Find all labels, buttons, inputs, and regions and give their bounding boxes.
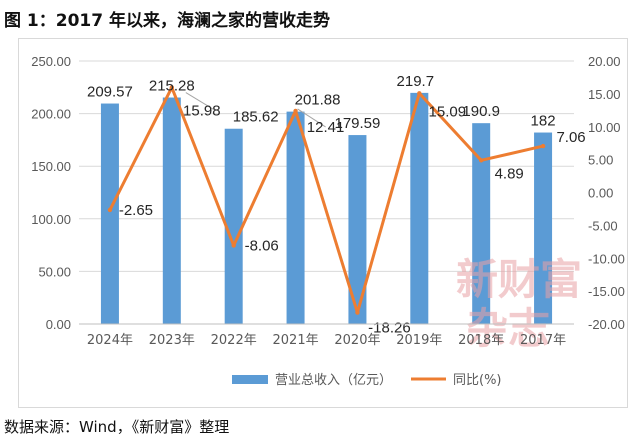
bars-layer bbox=[100, 92, 553, 325]
left-axis-tick-label: 250.00 bbox=[31, 54, 71, 69]
leader-line bbox=[185, 92, 215, 110]
bar bbox=[286, 111, 305, 324]
yoy-data-label: -8.06 bbox=[245, 237, 279, 254]
legend-line-label: 同比(%) bbox=[453, 373, 502, 388]
yoy-point bbox=[107, 207, 113, 213]
right-axis-tick-label: -5.00 bbox=[588, 218, 618, 233]
bar bbox=[534, 132, 553, 324]
left-axis-tick-label: 150.00 bbox=[31, 159, 71, 174]
bar bbox=[472, 123, 491, 324]
category-label: 2021年 bbox=[273, 333, 319, 348]
bar bbox=[100, 103, 119, 325]
right-axis-tick-label: 5.00 bbox=[588, 153, 613, 168]
legend-bar-label: 营业总收入（亿元） bbox=[275, 373, 392, 388]
yoy-point bbox=[231, 243, 236, 248]
yoy-data-label: -2.65 bbox=[119, 202, 153, 219]
yoy-data-label: 15.09 bbox=[429, 103, 467, 120]
left-axis-tick-label: 200.00 bbox=[31, 107, 71, 122]
legend-bar-swatch bbox=[232, 375, 268, 384]
yoy-point bbox=[293, 108, 298, 114]
watermark: 新财富 杂志 bbox=[456, 255, 582, 353]
category-label: 2023年 bbox=[149, 333, 195, 348]
leader-line bbox=[297, 108, 326, 128]
revenue-chart: 新财富 杂志 209.57 215.28 185.62 201.88 179.59 219… bbox=[31, 54, 625, 388]
watermark-line-1: 新财富 bbox=[456, 255, 582, 304]
category-label: 2022年 bbox=[211, 333, 257, 348]
legend: 营业总收入（亿元） 同比(%) bbox=[232, 373, 502, 388]
right-axis-tick-label: 10.00 bbox=[588, 120, 621, 135]
right-axis-tick-label: -15.00 bbox=[588, 284, 625, 299]
bar bbox=[410, 92, 429, 324]
watermark-line-2: 杂志 bbox=[466, 304, 550, 353]
bar-data-label: 190.9 bbox=[462, 103, 500, 120]
bar-data-label: 209.57 bbox=[87, 84, 133, 101]
right-axis-tick-label: 20.00 bbox=[588, 54, 621, 69]
yoy-point bbox=[478, 158, 484, 163]
right-axis-tick-label: 15.00 bbox=[588, 87, 621, 102]
left-axis-tick-label: 100.00 bbox=[31, 212, 71, 227]
right-axis-tick-label: -10.00 bbox=[588, 251, 625, 266]
line-layer bbox=[107, 85, 546, 315]
category-label: 2024年 bbox=[87, 333, 133, 348]
bar bbox=[348, 135, 367, 324]
category-label: 2020年 bbox=[334, 333, 380, 348]
yoy-data-label: 7.06 bbox=[556, 129, 585, 146]
bar-data-label: 182 bbox=[531, 113, 556, 130]
bar-data-label: 201.88 bbox=[295, 92, 341, 109]
bar bbox=[162, 97, 181, 324]
bar-data-label: 179.59 bbox=[334, 115, 380, 132]
yoy-data-label: 15.98 bbox=[183, 102, 221, 119]
bar bbox=[224, 128, 243, 324]
yoy-point bbox=[169, 85, 175, 90]
bar-data-label: 219.7 bbox=[397, 73, 435, 90]
chart-frame: 新财富 杂志 209.57 215.28 185.62 201.88 179.59 219… bbox=[18, 38, 628, 408]
yoy-point bbox=[417, 91, 422, 96]
left-axis-tick-label: 50.00 bbox=[38, 264, 71, 279]
right-axis-tick-label: 0.00 bbox=[588, 186, 613, 201]
category-label: 2018年 bbox=[458, 333, 504, 348]
yoy-point bbox=[355, 310, 360, 315]
bar-data-label: 215.28 bbox=[149, 78, 195, 95]
right-axis-tick-label: -20.00 bbox=[588, 317, 625, 332]
source-note: 数据来源：Wind，《新财富》整理 bbox=[4, 418, 230, 436]
axes-layer: 0.00 50.00 100.00 150.00 200.00 250.00 -20.00 -… bbox=[31, 54, 625, 348]
yoy-data-label: 12.41 bbox=[307, 119, 345, 136]
yoy-point bbox=[540, 143, 546, 149]
yoy-line bbox=[108, 85, 544, 315]
left-axis-tick-label: 0.00 bbox=[46, 317, 71, 332]
category-label: 2019年 bbox=[396, 333, 442, 348]
category-label: 2017年 bbox=[520, 333, 566, 348]
yoy-data-label: 4.89 bbox=[495, 165, 524, 182]
figure-title: 图 1：2017 年以来，海澜之家的营收走势 bbox=[4, 11, 330, 31]
grid-layer bbox=[79, 60, 574, 272]
bar-data-label: 185.62 bbox=[233, 109, 279, 126]
